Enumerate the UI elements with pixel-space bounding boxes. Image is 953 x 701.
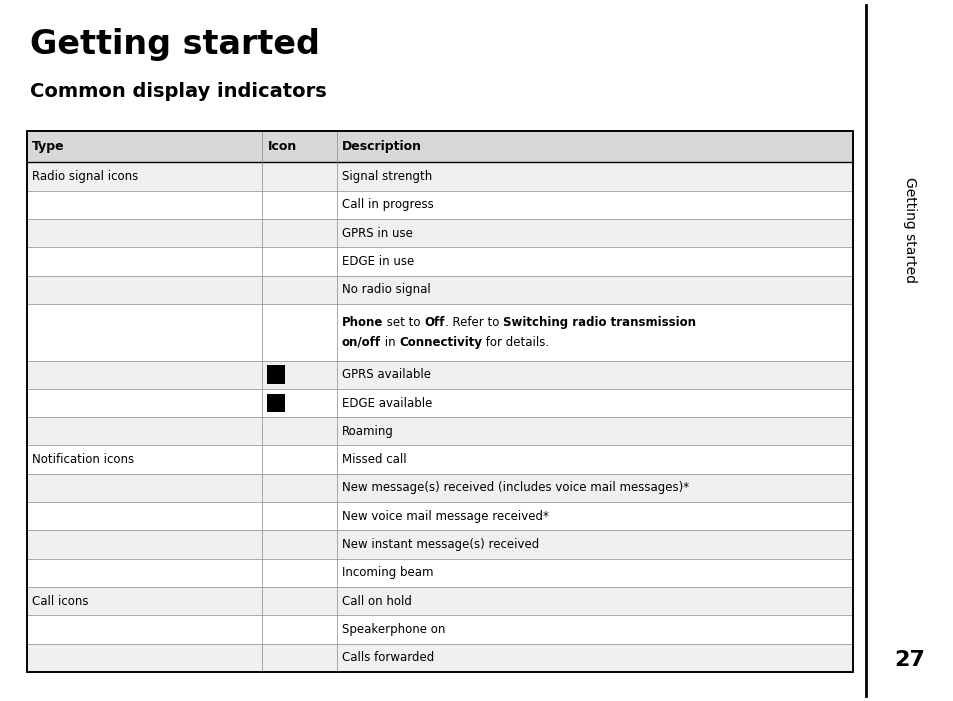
Text: for details.: for details.	[482, 336, 549, 349]
Text: on/off: on/off	[341, 336, 380, 349]
Bar	[27, 587, 852, 615]
Text: E: E	[273, 398, 279, 408]
Text: 27: 27	[894, 650, 924, 670]
Text: New message(s) received (includes voice mail messages)*: New message(s) received (includes voice …	[341, 482, 688, 494]
Text: Calls forwarded: Calls forwarded	[341, 651, 434, 665]
Text: New instant message(s) received: New instant message(s) received	[341, 538, 538, 551]
Bar	[27, 219, 852, 247]
Text: G: G	[273, 369, 280, 380]
Bar	[27, 304, 852, 360]
Text: Description: Description	[341, 140, 421, 153]
Bar	[27, 163, 852, 191]
Bar	[27, 502, 852, 531]
Text: GPRS available: GPRS available	[341, 368, 431, 381]
Bar	[267, 394, 285, 412]
Text: Phone: Phone	[341, 315, 383, 329]
Bar	[27, 389, 852, 417]
Bar	[27, 131, 852, 163]
Text: Common display indicators: Common display indicators	[30, 82, 327, 101]
Bar	[27, 445, 852, 474]
Bar	[27, 275, 852, 304]
Text: GPRS in use: GPRS in use	[341, 226, 413, 240]
Text: Radio signal icons: Radio signal icons	[32, 170, 138, 183]
Text: Speakerphone on: Speakerphone on	[341, 623, 445, 636]
Text: Off: Off	[424, 315, 444, 329]
Text: Signal strength: Signal strength	[341, 170, 432, 183]
Text: EDGE available: EDGE available	[341, 397, 432, 409]
Bar	[27, 131, 852, 672]
Bar	[27, 360, 852, 389]
Bar	[27, 131, 852, 672]
Text: Getting started: Getting started	[30, 28, 319, 61]
Text: Type: Type	[32, 140, 65, 153]
Bar	[27, 417, 852, 445]
Bar	[267, 365, 285, 384]
Text: set to: set to	[383, 315, 424, 329]
Text: Missed call: Missed call	[341, 453, 406, 466]
Text: Call icons: Call icons	[32, 594, 89, 608]
Bar	[27, 615, 852, 644]
Bar	[27, 531, 852, 559]
Bar	[27, 247, 852, 275]
Text: . Refer to: . Refer to	[444, 315, 502, 329]
Text: in: in	[380, 336, 399, 349]
Text: New voice mail message received*: New voice mail message received*	[341, 510, 548, 523]
Text: Getting started: Getting started	[902, 177, 916, 283]
Text: Notification icons: Notification icons	[32, 453, 134, 466]
Text: Roaming: Roaming	[341, 425, 394, 438]
Bar	[27, 474, 852, 502]
Text: No radio signal: No radio signal	[341, 283, 430, 297]
Text: Icon: Icon	[267, 140, 296, 153]
Text: EDGE in use: EDGE in use	[341, 255, 414, 268]
Text: Connectivity: Connectivity	[399, 336, 482, 349]
Text: Incoming beam: Incoming beam	[341, 566, 433, 580]
Text: Switching radio transmission: Switching radio transmission	[502, 315, 696, 329]
Text: Call on hold: Call on hold	[341, 594, 411, 608]
Bar	[27, 191, 852, 219]
Bar	[27, 644, 852, 672]
Text: Call in progress: Call in progress	[341, 198, 433, 211]
Bar	[27, 559, 852, 587]
